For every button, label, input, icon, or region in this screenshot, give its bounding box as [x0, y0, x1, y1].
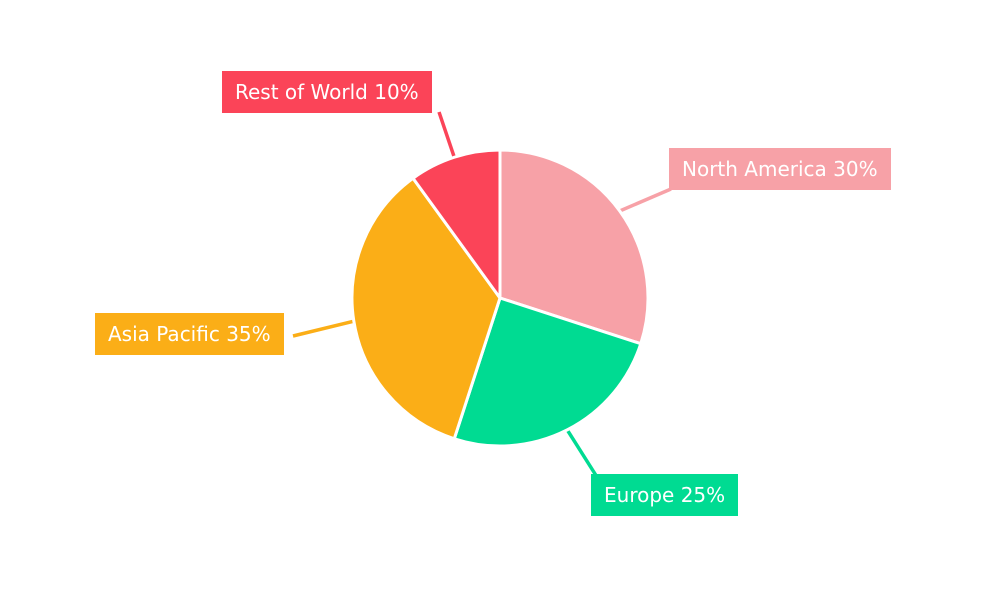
- pie-slice-north-america[interactable]: [498, 148, 650, 346]
- leader-lines-group: [292, 111, 672, 478]
- pie-label-rest-of-world: Rest of World 10%: [222, 71, 432, 113]
- leader-line-rest-of-world: [437, 111, 456, 158]
- leader-line-europe: [565, 428, 599, 478]
- pie-slice-asia-pacific[interactable]: [350, 176, 502, 441]
- pie-slice-rest-of-world[interactable]: [411, 148, 502, 300]
- pie-label-europe: Europe 25%: [591, 474, 739, 516]
- leader-line-asia-pacific: [292, 319, 355, 338]
- leader-line-north-america: [619, 187, 672, 213]
- pie-slices-group: [350, 148, 650, 448]
- pie-slice-europe[interactable]: [452, 296, 643, 448]
- pie-label-asia-pacific: Asia Pacific 35%: [95, 313, 284, 355]
- pie-label-north-america: North America 30%: [669, 148, 891, 190]
